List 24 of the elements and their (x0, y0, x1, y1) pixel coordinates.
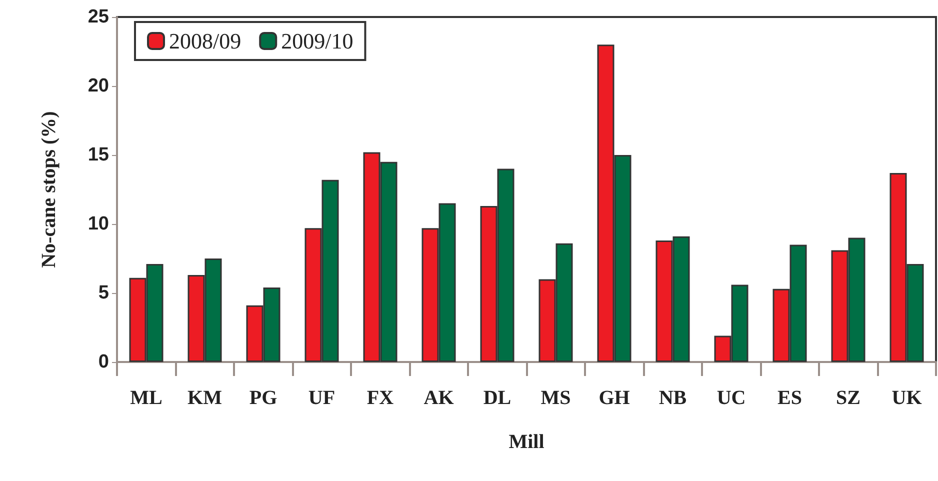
y-axis-title: No-cane stops (%) (38, 111, 60, 268)
x-tick-label: UK (892, 387, 922, 409)
x-tick-label: ML (130, 387, 162, 409)
x-tick-label: MS (540, 387, 571, 409)
y-tick-label: 20 (88, 76, 109, 96)
x-tick-label: AK (424, 387, 454, 409)
x-tick-label: ES (778, 387, 802, 409)
x-tick-label: FX (366, 387, 394, 409)
y-tick-label: 10 (88, 214, 109, 234)
x-tick-label: UF (308, 387, 336, 409)
x-tick-label: SZ (836, 387, 860, 409)
y-tick-label: 5 (98, 282, 110, 304)
x-tick-label: NB (658, 387, 687, 409)
x-tick-label: DL (483, 387, 512, 409)
x-axis-title: Mill (508, 431, 545, 453)
y-tick-label: 25 (88, 6, 110, 28)
x-tick-label: UC (716, 387, 746, 409)
x-tick-label: PG (249, 387, 278, 409)
legend-label: 2008/09 (169, 28, 242, 54)
y-tick-label: 15 (88, 144, 110, 166)
y-tick-label: 0 (98, 352, 109, 372)
legend-label: 2009/10 (281, 28, 354, 54)
x-tick-label: KM (188, 387, 222, 409)
x-tick-label: GH (598, 387, 630, 409)
